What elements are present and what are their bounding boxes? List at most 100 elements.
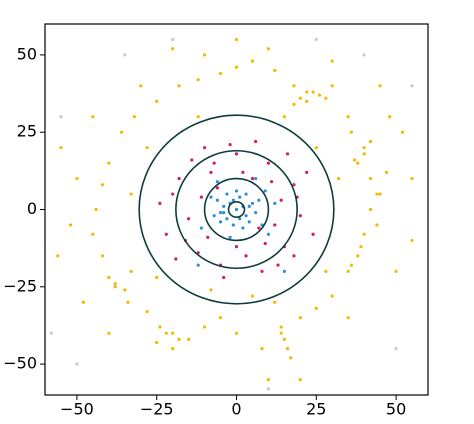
point [266,161,271,165]
point [94,207,98,212]
point [375,192,379,196]
point [123,53,127,57]
point [190,158,194,162]
point [298,316,302,320]
point [273,201,277,205]
point [305,90,309,94]
point [164,232,168,236]
point [384,170,389,174]
point [171,192,175,196]
y-tick-label: −25 [3,276,37,295]
ring [175,149,298,270]
point [158,325,162,329]
point [228,235,232,239]
point [234,245,239,249]
point [298,214,302,218]
point [75,176,79,181]
point [120,130,124,134]
point [388,115,392,119]
y-tick-label: 25 [17,122,37,141]
x-tick-label: 50 [386,400,406,419]
x-tick-label: 25 [306,400,326,419]
point [356,161,360,165]
point [171,347,175,351]
point [145,309,149,314]
point [113,285,117,289]
point [378,84,382,88]
point [250,294,255,298]
point [279,331,283,335]
point [282,115,286,119]
series [196,176,286,273]
point [218,316,223,320]
point [362,232,366,236]
point [145,146,149,150]
point [254,139,258,144]
series [158,139,315,280]
point [177,337,181,341]
point [234,37,239,42]
point [155,99,159,103]
point [410,176,414,181]
point [171,331,175,335]
point [209,288,213,292]
point [100,254,105,258]
point [346,269,350,273]
ring [227,200,246,219]
point [356,254,360,258]
point [215,180,219,184]
point [164,331,168,335]
point [368,176,373,181]
point [234,189,239,193]
point [187,217,191,221]
point [91,232,95,236]
point [56,254,60,258]
point [196,78,200,82]
point [158,201,162,205]
point [349,263,353,267]
point [196,263,200,267]
point [126,300,130,304]
point [177,176,181,181]
point [225,217,229,221]
point [276,263,280,267]
point [263,241,267,246]
point [225,192,229,196]
point [330,294,334,298]
point [410,238,414,243]
point [285,347,290,351]
point [362,146,366,150]
point [174,257,178,261]
point [215,186,219,190]
point [298,96,302,100]
point [266,387,271,391]
point [368,139,373,144]
point [410,84,414,88]
point [250,59,255,63]
point [375,223,379,227]
point [378,192,382,196]
point [368,207,373,212]
point [177,84,181,88]
point [254,176,258,181]
point [222,275,226,280]
point [209,170,213,174]
point [292,84,296,88]
point [400,130,405,134]
point [305,99,309,103]
point [49,331,53,335]
point [314,146,318,150]
point [257,198,261,202]
point [81,300,85,304]
point [196,115,200,119]
point [238,217,242,221]
ring [138,114,335,305]
point [317,93,322,97]
point [234,65,239,69]
series [49,37,414,391]
point [132,115,136,119]
point [346,115,350,119]
point [222,204,226,209]
point [279,198,283,202]
